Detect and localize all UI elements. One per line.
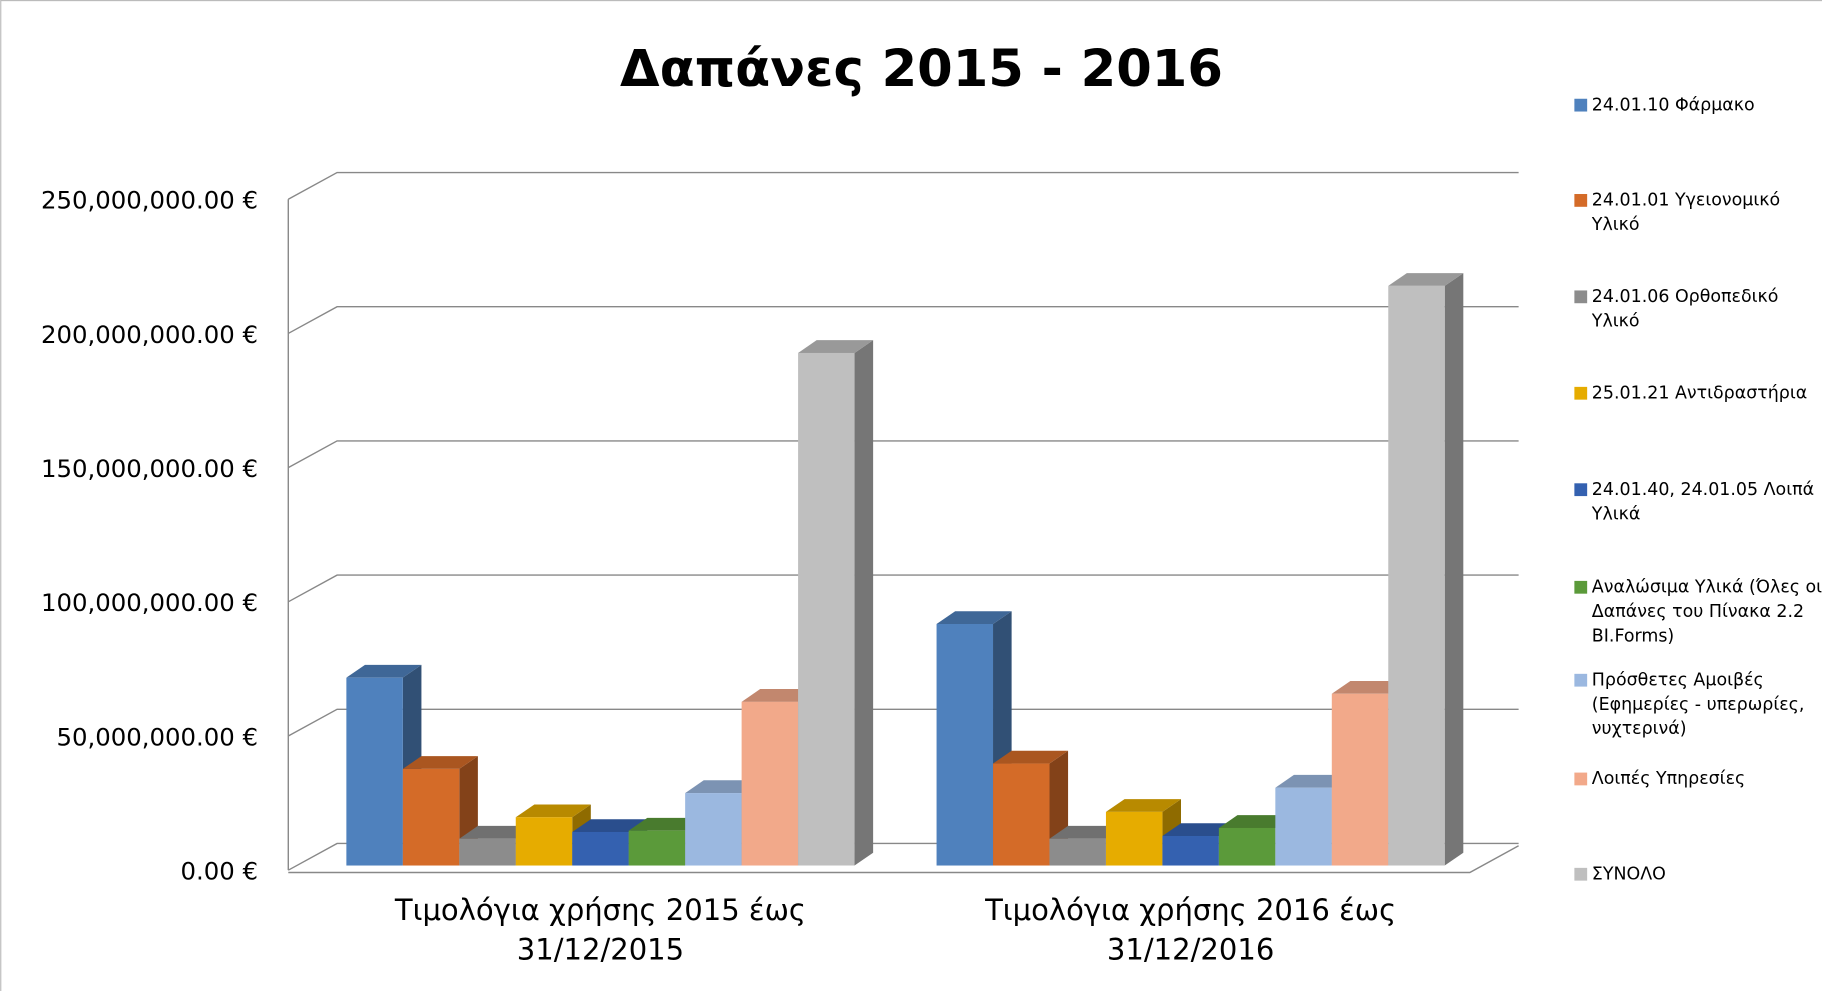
grid-line bbox=[287, 574, 1519, 603]
bar-top bbox=[936, 611, 1012, 624]
label-box: 24.01.06 Ορθοπεδικό Υλικό bbox=[1591, 285, 1779, 332]
bar bbox=[1388, 273, 1464, 866]
bar-front bbox=[459, 838, 516, 866]
bar-front bbox=[1331, 693, 1389, 866]
bar-front bbox=[628, 830, 686, 866]
legend-swatch bbox=[1574, 772, 1588, 786]
bar-top bbox=[459, 825, 535, 839]
chart-title: Δαπάνες 2015 - 2016 bbox=[620, 40, 1223, 99]
grid-line bbox=[287, 708, 1519, 737]
label-box: ΣΥΝΟΛΟ bbox=[1591, 863, 1666, 885]
label-box: 25.01.21 Αντιδραστήρια bbox=[1591, 382, 1808, 404]
bar-top bbox=[572, 819, 648, 832]
legend-label: Λοιπές Υπηρεσίες bbox=[1591, 767, 1746, 789]
legend-label: ΣΥΝΟΛΟ bbox=[1591, 863, 1666, 885]
legend-label: 24.01.01 Υγειονομικό Υλικό bbox=[1591, 189, 1781, 235]
bar-top bbox=[402, 756, 478, 769]
legend-label: 24.01.40, 24.01.05 Λοιπά Υλικά bbox=[1591, 478, 1815, 524]
bar-side bbox=[854, 340, 874, 866]
bar-front bbox=[1388, 285, 1445, 866]
bar bbox=[346, 664, 422, 866]
bar-top bbox=[346, 664, 422, 678]
bar-top bbox=[515, 804, 591, 818]
legend-label: 25.01.21 Αντιδραστήρια bbox=[1591, 382, 1808, 404]
floor bbox=[288, 845, 1519, 874]
x-tick-label: Τιμολόγια χρήσης 2015 έως 31/12/2015 bbox=[394, 893, 806, 967]
bar-top bbox=[1275, 774, 1351, 788]
bar-front bbox=[402, 768, 460, 866]
label-box: Τιμολόγια χρήσης 2015 έως 31/12/2015 bbox=[394, 893, 806, 967]
bar-top bbox=[1218, 815, 1294, 828]
legend-label: Αναλώσιμα Υλικά (Όλες οι Δαπάνες του Πίν… bbox=[1591, 576, 1822, 646]
legend-swatch bbox=[1574, 673, 1588, 687]
legend-swatch bbox=[1574, 194, 1588, 207]
bar-top bbox=[628, 817, 704, 831]
legend-swatch bbox=[1574, 867, 1588, 881]
grid-line bbox=[287, 171, 1519, 200]
x-tick-label: Τιμολόγια χρήσης 2016 έως 31/12/2016 bbox=[985, 893, 1397, 967]
legend-swatch bbox=[1574, 98, 1588, 112]
bar-top bbox=[798, 340, 874, 353]
bar-front bbox=[685, 793, 742, 866]
label-box: Τιμολόγια χρήσης 2016 έως 31/12/2016 bbox=[985, 893, 1397, 967]
label-box: 24.01.40, 24.01.05 Λοιπά Υλικά bbox=[1591, 478, 1815, 524]
bar-top bbox=[1105, 799, 1181, 812]
label-box: 24.01.01 Υγειονομικό Υλικό bbox=[1591, 189, 1781, 235]
bar-top bbox=[993, 750, 1069, 764]
grid-line bbox=[287, 306, 1519, 335]
bar bbox=[798, 340, 874, 866]
label-box: 24.01.10 Φάρμακο bbox=[1591, 94, 1755, 116]
y-tick-label: 150,000,000.00 € bbox=[41, 454, 258, 483]
legend-label: 24.01.10 Φάρμακο bbox=[1591, 94, 1755, 116]
bar-top bbox=[1331, 680, 1407, 694]
bar-top bbox=[1388, 273, 1464, 286]
bar-front bbox=[1218, 827, 1276, 866]
legend-label: 24.01.06 Ορθοπεδικό Υλικό bbox=[1591, 285, 1779, 332]
bar-top bbox=[1162, 823, 1238, 837]
bar-top bbox=[685, 780, 761, 794]
bar-front bbox=[993, 763, 1050, 866]
bar-front bbox=[346, 677, 403, 866]
legend-swatch bbox=[1574, 580, 1588, 594]
legend-swatch bbox=[1574, 290, 1588, 304]
bar-side bbox=[1444, 273, 1464, 866]
bar-front bbox=[936, 623, 994, 866]
bar-front bbox=[1275, 787, 1332, 866]
legend-swatch bbox=[1574, 483, 1588, 497]
y-tick-label: 100,000,000.00 € bbox=[41, 588, 258, 617]
bar-front bbox=[1049, 838, 1106, 866]
label-box: Αναλώσιμα Υλικά (Όλες οι Δαπάνες του Πίν… bbox=[1591, 576, 1822, 646]
grid-line bbox=[287, 440, 1519, 469]
label-box: Λοιπές Υπηρεσίες bbox=[1591, 767, 1746, 789]
bar-front bbox=[572, 831, 629, 866]
y-tick-label: 250,000,000.00 € bbox=[41, 186, 258, 215]
bar-front bbox=[515, 817, 573, 866]
bar-front bbox=[741, 701, 799, 866]
bar-front bbox=[798, 352, 855, 866]
y-tick-label: 200,000,000.00 € bbox=[41, 320, 258, 349]
bar-top bbox=[1049, 825, 1125, 839]
legend-label: Πρόσθετες Αμοιβές (Εφημερίες - υπερωρίες… bbox=[1591, 669, 1805, 739]
bar-top bbox=[741, 689, 817, 702]
legend-swatch bbox=[1574, 386, 1588, 400]
y-tick-label: 0.00 € bbox=[181, 856, 259, 885]
bar-front bbox=[1162, 836, 1219, 866]
y-tick-label: 50,000,000.00 € bbox=[56, 722, 258, 751]
bar-front bbox=[1105, 811, 1163, 866]
label-box: Πρόσθετες Αμοιβές (Εφημερίες - υπερωρίες… bbox=[1591, 669, 1805, 739]
